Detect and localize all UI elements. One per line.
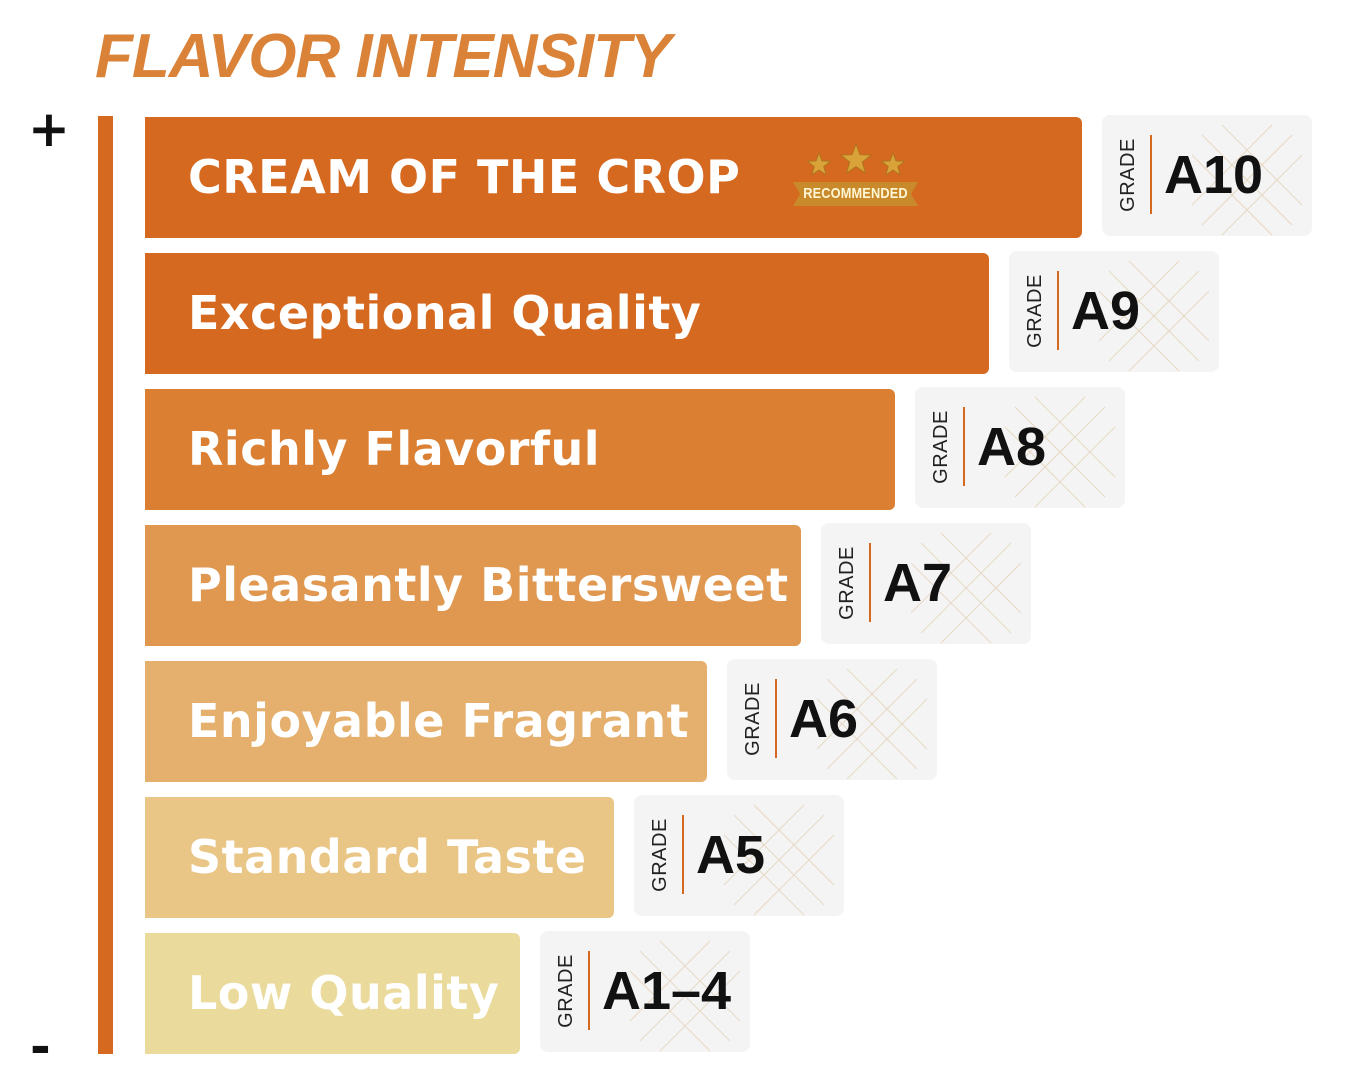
intensity-axis-line xyxy=(98,116,113,1054)
crosshatch-pattern-icon xyxy=(1004,396,1116,508)
crosshatch-pattern-icon xyxy=(723,804,835,916)
grade-word: GRADE xyxy=(1117,138,1139,212)
grade-value: A9 xyxy=(1071,281,1141,341)
grade-value: A8 xyxy=(977,417,1047,477)
crosshatch-pattern-icon xyxy=(629,940,741,1052)
recommended-badge: RECOMMENDED xyxy=(793,143,918,213)
ribbon-icon xyxy=(793,182,918,206)
level-label: Richly Flavorful xyxy=(188,422,601,476)
stars-icon xyxy=(806,143,906,176)
level-label: Enjoyable Fragrant xyxy=(188,694,690,748)
grade-card: GRADE A9 xyxy=(1009,251,1219,372)
page-title: FLAVOR INTENSITY xyxy=(95,22,671,91)
grade-separator xyxy=(775,679,777,758)
grade-separator xyxy=(1150,135,1152,214)
grade-word: GRADE xyxy=(742,682,764,756)
grade-card: GRADE A7 xyxy=(821,523,1031,644)
grade-card: GRADE A5 xyxy=(634,795,844,916)
axis-top-label: + xyxy=(28,100,70,158)
recommended-badge-label: RECOMMENDED xyxy=(803,185,908,202)
level-label: CREAM OF THE CROP xyxy=(188,150,741,204)
star-icon xyxy=(806,151,832,176)
star-icon xyxy=(839,143,873,174)
grade-word: GRADE xyxy=(555,954,577,1028)
grade-separator xyxy=(1057,271,1059,350)
crosshatch-pattern-icon xyxy=(910,532,1022,644)
grade-word: GRADE xyxy=(1024,274,1046,348)
grade-word: GRADE xyxy=(836,546,858,620)
grade-card: GRADE A6 xyxy=(727,659,937,780)
level-bar: CREAM OF THE CROP RECOMMENDED xyxy=(145,117,1082,238)
grade-separator xyxy=(869,543,871,622)
level-bar: Low Quality xyxy=(145,933,520,1054)
grade-value: A5 xyxy=(696,825,766,885)
grade-separator xyxy=(963,407,965,486)
level-bar: Enjoyable Fragrant xyxy=(145,661,707,782)
grade-card: GRADE A8 xyxy=(915,387,1125,508)
axis-bottom-label: - xyxy=(30,1018,51,1076)
level-bar: Pleasantly Bittersweet xyxy=(145,525,801,646)
star-icon xyxy=(880,151,906,176)
level-label: Exceptional Quality xyxy=(188,286,702,340)
crosshatch-pattern-icon xyxy=(1098,260,1210,372)
grade-word: GRADE xyxy=(649,818,671,892)
grade-value: A1–4 xyxy=(602,961,732,1021)
crosshatch-pattern-icon xyxy=(816,668,928,780)
grade-card: GRADE A10 xyxy=(1102,115,1312,236)
grade-separator xyxy=(682,815,684,894)
level-label: Pleasantly Bittersweet xyxy=(188,558,789,612)
grade-separator xyxy=(588,951,590,1030)
level-label: Standard Taste xyxy=(188,830,587,884)
crosshatch-pattern-icon xyxy=(1191,124,1303,236)
level-bar: Richly Flavorful xyxy=(145,389,895,510)
level-bar: Exceptional Quality xyxy=(145,253,989,374)
grade-value: A7 xyxy=(883,553,953,613)
level-bar: Standard Taste xyxy=(145,797,614,918)
grade-value: A6 xyxy=(789,689,859,749)
grade-card: GRADE A1–4 xyxy=(540,931,750,1052)
grade-value: A10 xyxy=(1164,145,1264,205)
grade-word: GRADE xyxy=(930,410,952,484)
level-label: Low Quality xyxy=(188,966,500,1020)
